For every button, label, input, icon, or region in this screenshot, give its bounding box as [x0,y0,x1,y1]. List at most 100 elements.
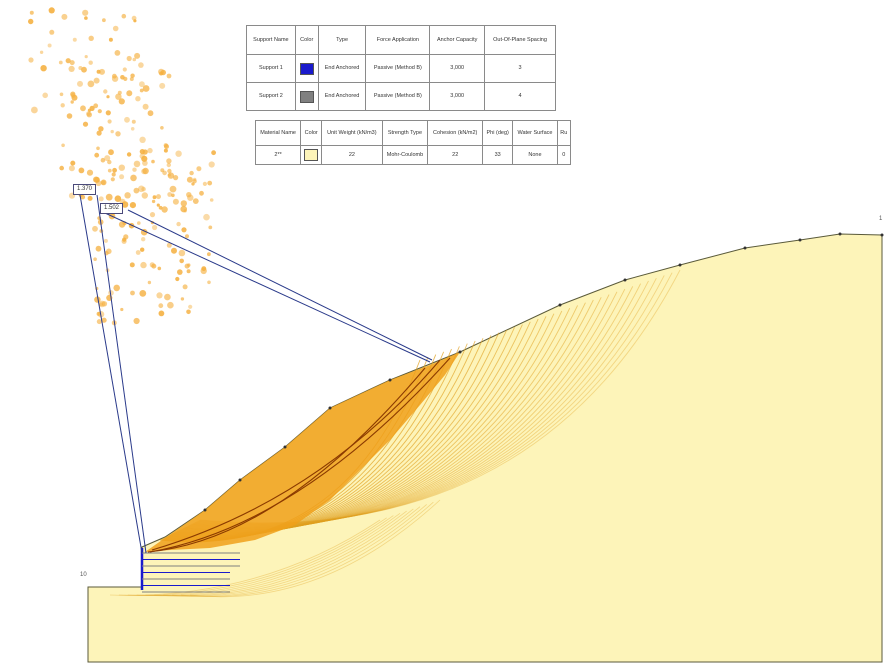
slip-center-point [97,109,102,114]
slip-center-point [121,201,129,208]
support-type: End Anchored [317,54,367,83]
slip-center-point [82,9,89,16]
slip-center-point [115,131,121,137]
slip-center-point [135,96,141,102]
slip-surface-line [189,499,441,598]
slip-center-point [166,73,172,79]
slip-center-point [164,293,171,301]
slip-center-point [98,196,104,202]
material-properties-table: Material Name Color Unit Weight (kN/m3) … [254,120,572,165]
slip-center-point [186,269,191,274]
slip-center-point [95,245,102,252]
slip-center-point [122,237,127,242]
slip-center-point [158,310,165,317]
slip-center-point [163,148,168,153]
slip-center-point [166,162,171,168]
slip-center-point [65,58,71,64]
slip-center-point [171,247,177,254]
slip-center-point [100,179,107,186]
slip-center-point [96,319,102,325]
slip-center-point [142,167,149,175]
slip-center-point [158,303,164,309]
slip-center-point [202,181,207,186]
boundary-vertex [743,246,747,250]
slip-center-point [166,158,172,164]
slip-center-point [59,92,64,97]
slip-center-point [200,267,207,275]
fs-link-line [127,209,433,361]
slip-center-point [177,269,183,275]
slip-center-point [99,68,105,75]
slip-center-point [133,19,137,23]
slip-center-point [81,66,87,73]
slip-center-point [122,67,127,72]
slip-center-point [113,284,120,292]
slip-center-point [68,165,75,172]
slip-center-point [131,119,136,124]
slip-center-point [110,129,114,134]
boundary-vertex [880,233,884,237]
factor-of-safety-label: 1.370 [73,184,97,196]
column-header: Water Surface [512,120,558,146]
slip-center-point [172,198,179,205]
slip-center-point [139,136,146,143]
slip-center-point [152,224,158,231]
slip-center-point [126,55,132,62]
column-header: Unit Weight (kN/m3) [321,120,383,146]
slip-center-point [161,206,168,213]
slip-center-point [158,68,165,75]
slip-center-point [141,186,146,192]
column-header: Phi (deg) [482,120,514,146]
slip-center-point [152,195,157,200]
boundary-vertex [458,350,462,354]
slip-center-point [166,242,172,248]
slip-center-point [162,170,167,176]
slip-center-point [192,198,199,205]
slip-center-point [129,77,134,81]
fs-link-line [96,194,147,554]
slip-center-point [156,194,161,200]
slip-center-point [86,112,93,118]
slip-center-point [31,106,38,114]
slip-center-point [86,169,94,176]
slip-center-point [28,57,34,63]
slip-center-point [108,290,114,296]
slip-center-point [124,192,131,199]
slip-center-point [157,266,162,271]
slip-center-point [129,262,135,268]
table-row: Support 1 End Anchored Passive (Method B… [246,54,556,83]
critical-slip-surfaces [147,357,451,553]
slip-center-point [59,165,64,171]
slip-center-point [98,300,106,308]
slip-center-point [100,157,106,163]
strength-type: Mohr-Coulomb [381,145,429,165]
slip-center-point [171,193,175,198]
boundary-corner-label: 10 [80,572,87,578]
slip-center-point [126,152,132,157]
slip-center-point [149,212,156,218]
slip-center-point [94,296,101,303]
slip-center-point [141,155,148,162]
slip-center-point [141,192,148,199]
slip-center-point [151,263,157,269]
column-header: Support Name [246,25,296,55]
slip-center-point [133,317,140,325]
slip-center-point [70,91,76,97]
slip-center-point [207,280,211,285]
slip-center-point [132,57,137,62]
slip-center-point [141,168,147,175]
slip-center-point [121,13,127,19]
slip-center-point [156,203,160,207]
color-swatch [299,90,314,103]
column-header: Material Name [254,120,302,146]
slip-center-point [137,221,141,225]
fs-link-line [104,212,431,363]
slope-material-region [87,233,883,663]
slip-center-point [93,257,97,262]
slip-center-point [92,225,98,232]
slip-center-point [68,65,75,72]
slip-center-grid-points [28,7,217,326]
slip-center-point [147,110,154,117]
slip-center-point [105,110,111,116]
boundary-vertex [558,303,562,307]
